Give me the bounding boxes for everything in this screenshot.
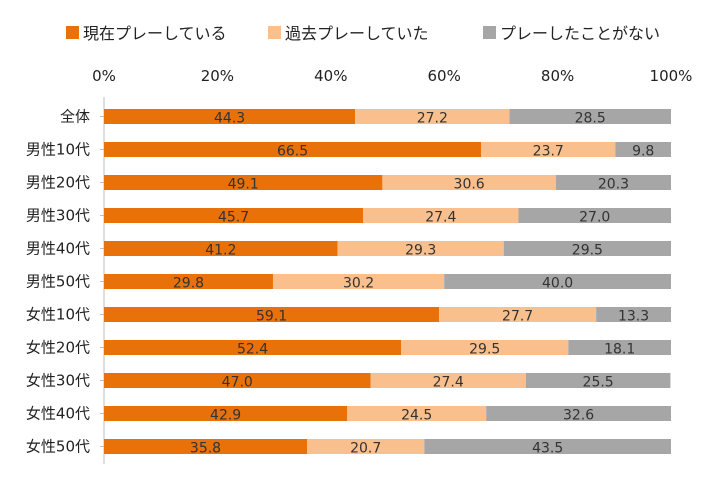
data-label: 29.5	[469, 342, 500, 358]
bar-segment	[518, 208, 671, 223]
category-label: 男性20代	[26, 174, 90, 192]
data-label: 52.4	[237, 342, 268, 358]
data-label: 24.5	[401, 408, 432, 424]
data-label: 20.3	[598, 177, 629, 193]
bar-segment	[382, 175, 556, 190]
bar-segment	[355, 109, 510, 124]
bar-segment	[104, 439, 307, 454]
bar-segment	[104, 109, 356, 124]
category-label: 女性40代	[26, 405, 90, 423]
legend-label-current: 現在プレーしている	[83, 24, 227, 43]
bar-segment	[104, 175, 383, 190]
data-label: 47.0	[222, 375, 253, 391]
data-label: 29.5	[572, 243, 603, 259]
data-label: 42.9	[210, 408, 241, 424]
data-label: 43.5	[532, 441, 563, 457]
bar-segment	[509, 109, 671, 124]
data-label: 20.7	[350, 441, 381, 457]
category-label: 女性50代	[26, 438, 90, 456]
data-label: 27.2	[417, 111, 448, 127]
data-label: 30.6	[454, 177, 485, 193]
bar-segment	[347, 406, 487, 421]
data-label: 32.6	[563, 408, 594, 424]
data-label: 27.0	[579, 210, 610, 226]
legend-item-past: 過去プレーしていた	[268, 20, 429, 44]
data-label: 35.8	[190, 441, 221, 457]
category-label: 男性10代	[26, 141, 90, 159]
category-label: 女性30代	[26, 372, 90, 390]
data-label: 29.8	[173, 276, 204, 292]
bar-segment	[337, 241, 504, 256]
data-label: 13.3	[618, 309, 649, 325]
data-label: 9.8	[632, 144, 654, 160]
bar-segment	[439, 307, 597, 322]
data-label: 18.1	[604, 342, 635, 358]
bar-segment	[104, 340, 402, 355]
category-label: 女性20代	[26, 339, 90, 357]
bar-segment	[568, 340, 671, 355]
bar-segment	[525, 373, 671, 388]
bar-segment	[363, 208, 519, 223]
data-label: 59.1	[256, 309, 287, 325]
category-label: 全体	[60, 108, 90, 126]
data-label: 49.1	[228, 177, 259, 193]
data-label: 27.7	[502, 309, 533, 325]
category-label: 男性40代	[26, 240, 90, 258]
x-tick-label: 60%	[428, 67, 461, 85]
bar-segment	[104, 142, 482, 157]
data-label: 23.7	[533, 144, 564, 160]
bar-segment	[306, 439, 425, 454]
bar-segment	[104, 241, 338, 256]
legend-item-never: プレーしたことがない	[483, 20, 660, 44]
bar-segment	[401, 340, 569, 355]
legend-swatch-current	[66, 25, 79, 39]
category-label: 男性30代	[26, 207, 90, 225]
bar-segment	[104, 406, 348, 421]
bar-segment	[104, 307, 440, 322]
bar-segment	[481, 142, 616, 157]
bar-segment	[104, 274, 273, 289]
x-tick-label: 100%	[650, 67, 693, 85]
data-label: 44.3	[214, 111, 245, 127]
data-label: 28.5	[575, 111, 606, 127]
bar-segment	[104, 208, 364, 223]
bar-segment	[503, 241, 671, 256]
x-tick-label: 40%	[314, 67, 347, 85]
data-label: 40.0	[542, 276, 573, 292]
data-label: 66.5	[277, 144, 308, 160]
data-label: 30.2	[343, 276, 374, 292]
legend-label-never: プレーしたことがない	[500, 24, 661, 43]
bar-segment	[596, 307, 671, 322]
data-label: 45.7	[218, 210, 249, 226]
category-label: 男性50代	[26, 273, 90, 291]
bar-segment	[370, 373, 526, 388]
legend-label-past: 過去プレーしていた	[285, 24, 429, 43]
bar-segment	[555, 175, 671, 190]
data-label: 29.3	[405, 243, 436, 259]
bar-segment	[444, 274, 671, 289]
legend-swatch-never	[483, 25, 496, 39]
bar-segment	[615, 142, 671, 157]
legend-swatch-past	[268, 25, 281, 39]
category-label: 女性10代	[26, 306, 90, 324]
x-tick-label: 80%	[541, 67, 574, 85]
legend: 現在プレーしている 過去プレーしていた プレーしたことがない	[0, 20, 720, 44]
data-label: 27.4	[433, 375, 464, 391]
legend-item-current: 現在プレーしている	[66, 20, 227, 44]
bar-segment	[486, 406, 671, 421]
data-label: 41.2	[205, 243, 236, 259]
bar-segment	[104, 373, 371, 388]
x-tick-label: 0%	[92, 67, 116, 85]
bar-segment	[424, 439, 671, 454]
x-tick-label: 20%	[201, 67, 234, 85]
data-label: 25.5	[583, 375, 614, 391]
data-label: 27.4	[425, 210, 456, 226]
bar-segment	[272, 274, 445, 289]
